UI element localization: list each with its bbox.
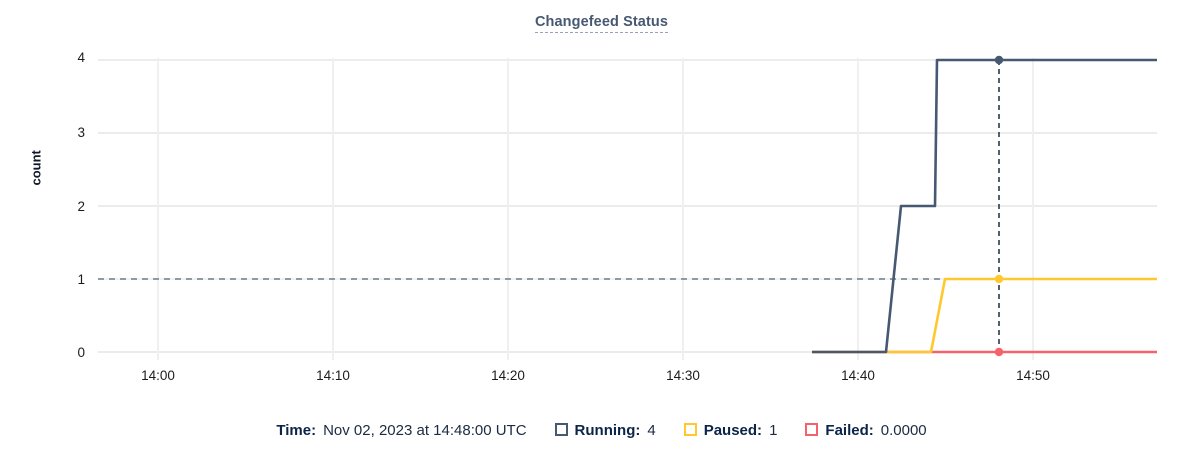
chart-tooltip-legend: Time: Nov 02, 2023 at 14:48:00 UTC Runni… bbox=[0, 422, 1203, 439]
legend-item-failed[interactable]: Failed: 0.0000 bbox=[805, 422, 927, 439]
x-tick-1420: 14:20 bbox=[491, 368, 525, 383]
legend-running-value: 4 bbox=[647, 422, 656, 439]
swatch-paused-icon bbox=[683, 423, 697, 436]
page-title: Changefeed Status bbox=[0, 14, 1203, 33]
x-tick-1450: 14:50 bbox=[1016, 368, 1050, 383]
y-tick-3: 3 bbox=[77, 125, 85, 140]
vertical-gridlines bbox=[157, 58, 1034, 360]
y-tick-0: 0 bbox=[77, 345, 85, 360]
legend-paused-label: Paused: bbox=[703, 422, 763, 439]
y-tick-2: 2 bbox=[77, 199, 85, 214]
legend-running-label: Running: bbox=[574, 422, 641, 439]
y-tick-4: 4 bbox=[77, 50, 85, 65]
swatch-running-icon bbox=[554, 423, 568, 436]
series-line-running bbox=[812, 58, 1157, 354]
marker-running bbox=[994, 55, 1004, 65]
legend-failed-label: Failed: bbox=[825, 422, 874, 439]
x-tick-1440: 14:40 bbox=[841, 368, 875, 383]
chart-title-text: Changefeed Status bbox=[534, 14, 669, 33]
series-line-paused bbox=[812, 277, 1157, 354]
legend-item-paused[interactable]: Paused: 1 bbox=[683, 422, 778, 439]
legend-time-value: Nov 02, 2023 at 14:48:00 UTC bbox=[323, 422, 527, 439]
x-tick-1400: 14:00 bbox=[141, 368, 175, 383]
legend-failed-value: 0.0000 bbox=[880, 422, 927, 439]
x-tick-1410: 14:10 bbox=[316, 368, 350, 383]
x-tick-1430: 14:30 bbox=[666, 368, 700, 383]
marker-paused bbox=[994, 274, 1004, 284]
marker-failed bbox=[994, 347, 1004, 357]
legend-time-label: Time: bbox=[276, 422, 317, 439]
swatch-failed-icon bbox=[805, 423, 819, 436]
legend-time: Time: Nov 02, 2023 at 14:48:00 UTC bbox=[276, 422, 526, 439]
y-tick-1: 1 bbox=[77, 272, 85, 287]
legend-paused-value: 1 bbox=[769, 422, 778, 439]
legend-item-running[interactable]: Running: 4 bbox=[554, 422, 656, 439]
